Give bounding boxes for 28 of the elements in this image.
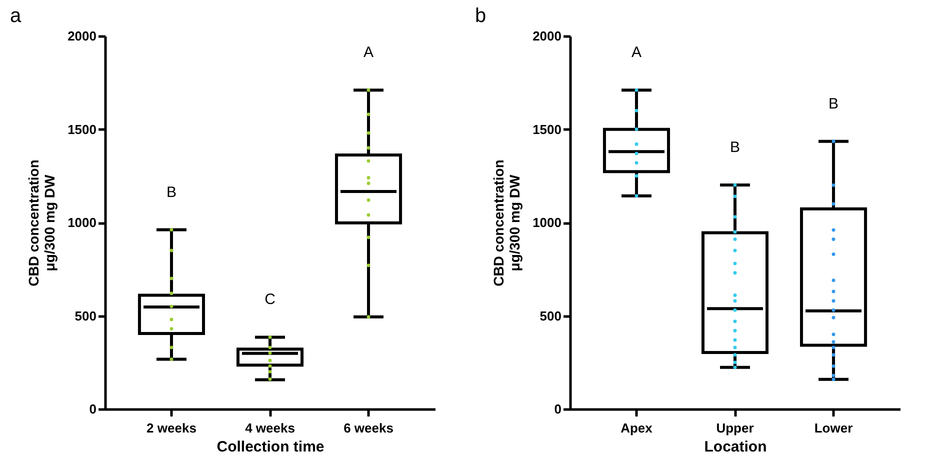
y-tick-label: 1500 [532, 122, 562, 137]
x-tick-label: Apex [620, 420, 654, 436]
x-tick-label: Lower [814, 420, 853, 436]
annotation: B [828, 95, 839, 112]
x-axis-title: Collection time [216, 438, 324, 456]
chart-title: b [475, 5, 486, 27]
x-tick-label: 2 weeks [146, 420, 196, 436]
y-axis-title: CBD concentration μg/300 mg DW [490, 160, 523, 286]
y-axis-title: CBD concentration μg/300 mg DW [26, 160, 58, 286]
x-tick-label: 4 weeks [245, 420, 295, 436]
y-tick-label: 2000 [68, 28, 96, 44]
y-tick-label: 0 [89, 402, 96, 416]
annotation: C [264, 291, 276, 308]
annotation: B [730, 139, 740, 156]
y-tick-label: 1500 [68, 122, 96, 137]
x-axis-title: Location [704, 438, 767, 456]
y-tick-label: 500 [74, 308, 96, 324]
y-tick-label: 2000 [532, 28, 562, 44]
y-tick-label: 500 [540, 308, 562, 324]
y-tick-label: 1000 [68, 215, 96, 230]
y-tick-label: 1000 [532, 215, 562, 230]
x-tick-label: Upper [716, 420, 754, 436]
annotation: A [364, 44, 374, 62]
x-tick-label: 6 weeks [344, 420, 394, 436]
annotation: A [631, 44, 642, 62]
chart-title: a [10, 5, 22, 27]
annotation: B [166, 184, 176, 201]
y-tick-label: 0 [554, 402, 562, 416]
